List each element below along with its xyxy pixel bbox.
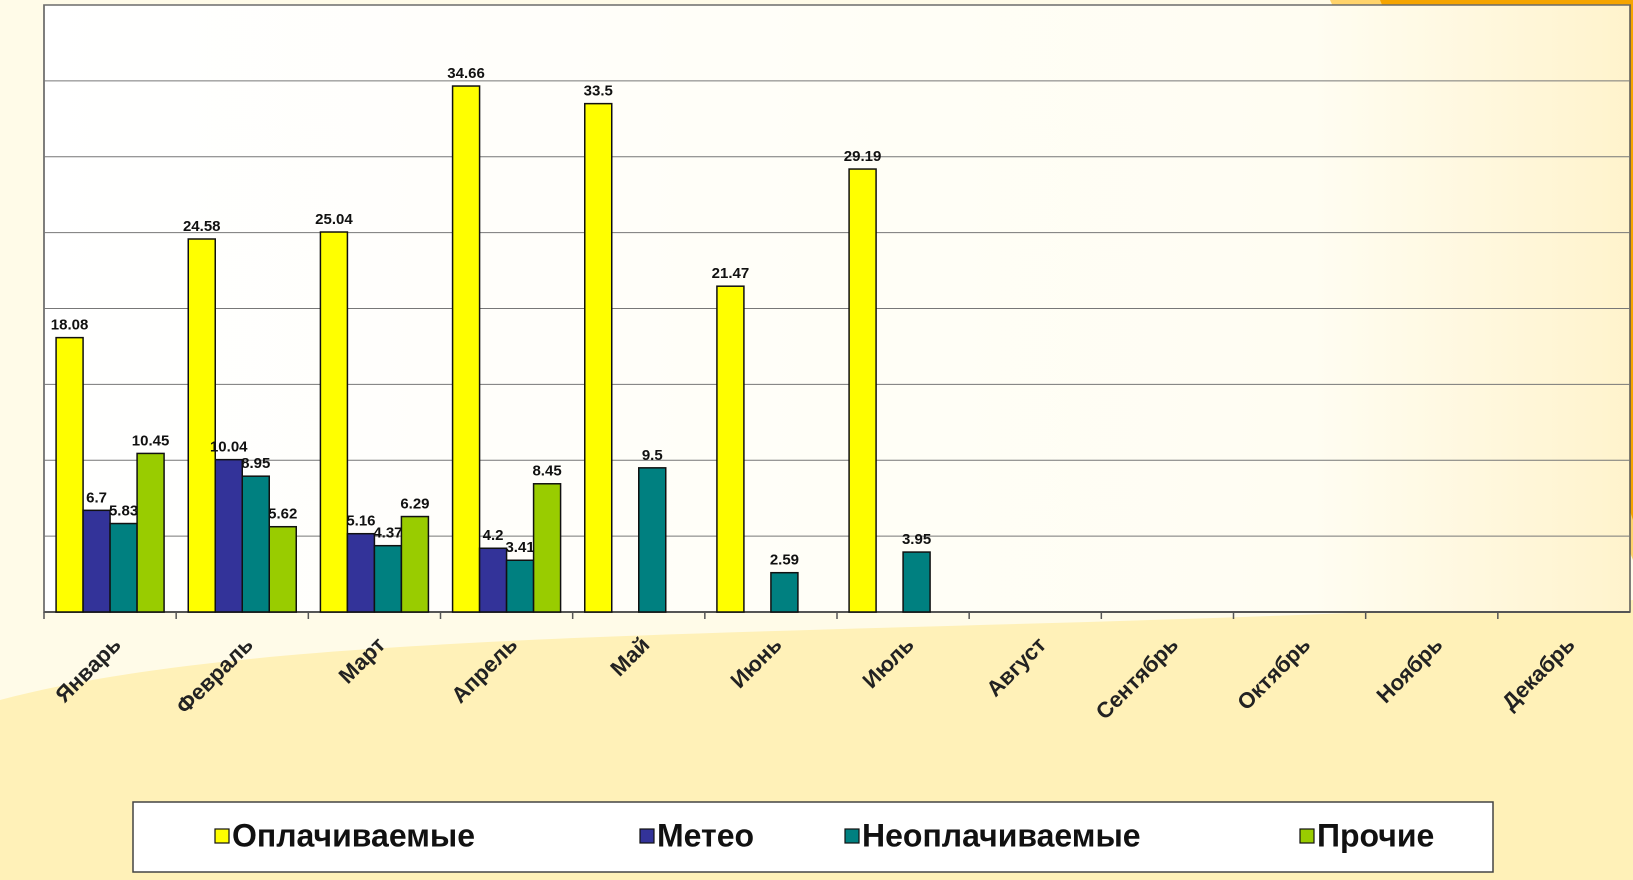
- legend-label: Прочие: [1317, 817, 1434, 853]
- bar: [848, 168, 877, 613]
- bar: [478, 547, 508, 613]
- legend: Оплачиваемые Метео Неоплачиваемые Прочие: [132, 801, 1494, 873]
- data-label: 3.95: [902, 531, 931, 548]
- bar: [451, 85, 481, 613]
- bar: [584, 102, 613, 613]
- data-label: 5.62: [268, 506, 297, 523]
- data-label: 5.16: [346, 513, 375, 530]
- bar: [268, 525, 297, 613]
- data-label: 5.83: [109, 502, 138, 519]
- bar: [770, 571, 799, 613]
- bar: [532, 483, 562, 613]
- legend-swatch: [1299, 828, 1315, 844]
- data-label: 3.41: [505, 539, 534, 556]
- legend-swatch: [639, 828, 655, 844]
- legend-label: Метео: [657, 817, 754, 853]
- bar: [505, 559, 535, 613]
- legend-swatch: [214, 828, 230, 844]
- data-label: 18.08: [51, 317, 89, 334]
- data-label: 9.5: [642, 447, 663, 464]
- data-label: 25.04: [315, 211, 353, 228]
- bar: [109, 522, 138, 613]
- legend-swatch: [844, 828, 860, 844]
- bar: [346, 532, 376, 613]
- bar: [319, 231, 349, 613]
- bar: [400, 515, 430, 613]
- bar: [82, 509, 111, 613]
- data-label: 33.5: [584, 83, 613, 100]
- data-label: 6.7: [86, 489, 107, 506]
- bar: [638, 467, 667, 613]
- bar: [716, 285, 745, 613]
- bar: [241, 475, 270, 613]
- legend-label: Оплачиваемые: [232, 817, 475, 853]
- bar: [55, 336, 84, 613]
- data-label: 6.29: [400, 496, 429, 513]
- data-label: 10.45: [132, 432, 170, 449]
- data-label: 10.04: [210, 439, 248, 456]
- data-label: 21.47: [712, 265, 750, 282]
- data-label: 8.45: [532, 463, 561, 480]
- data-label: 34.66: [447, 65, 485, 82]
- data-label: 24.58: [183, 218, 221, 235]
- bar: [214, 458, 243, 613]
- legend-box: [132, 801, 1494, 873]
- data-label: 8.95: [241, 455, 270, 472]
- legend-label: Неоплачиваемые: [862, 817, 1141, 853]
- data-label: 4.37: [373, 525, 402, 542]
- data-label: 4.2: [483, 527, 504, 544]
- data-label: 29.19: [844, 148, 882, 165]
- bar: [373, 544, 403, 613]
- bar: [902, 551, 931, 613]
- bar: [187, 238, 216, 613]
- data-label: 2.59: [770, 552, 799, 569]
- bar: [136, 452, 165, 613]
